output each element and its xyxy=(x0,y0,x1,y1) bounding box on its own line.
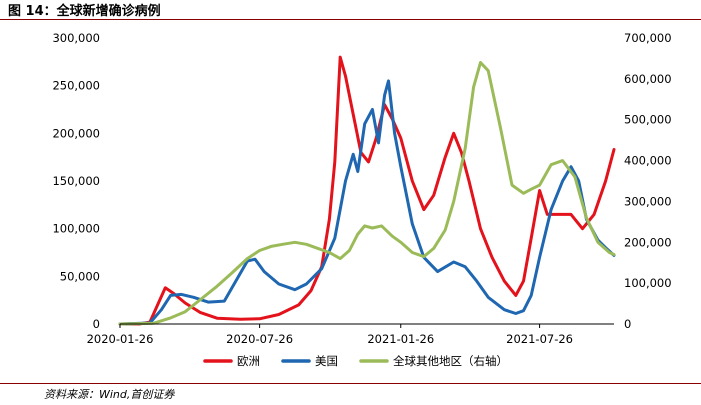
legend-usa: 美国 xyxy=(281,354,338,368)
tick-labels: 0 50,000 100,000 150,000 200,000 250,000 300,0… xyxy=(52,31,671,346)
footer-divider xyxy=(0,383,701,384)
y-left-tick-label: 200,000 xyxy=(52,126,100,140)
line-chart: 0 50,000 100,000 150,000 200,000 250,000 300,0… xyxy=(52,31,671,368)
y-left-tick-label: 300,000 xyxy=(52,31,100,45)
y-left-tick-label: 0 xyxy=(93,317,100,331)
usa-line xyxy=(118,79,616,326)
y-left-tick-label: 150,000 xyxy=(52,174,100,188)
y-right-tick-label: 500,000 xyxy=(624,113,672,127)
source-note: 资料来源：Wind,首创证券 xyxy=(44,388,175,401)
y-left-tick-label: 250,000 xyxy=(52,79,100,93)
y-right-tick-label: 100,000 xyxy=(624,276,672,290)
y-right-tick-label: 400,000 xyxy=(624,154,672,168)
plot-lines xyxy=(118,55,616,326)
x-tick-label: 2020-07-26 xyxy=(226,332,293,346)
x-tick-label: 2021-07-26 xyxy=(506,332,573,346)
legend-europe: 欧洲 xyxy=(203,354,260,368)
legend-label: 欧洲 xyxy=(237,354,260,368)
figure-title: 图 14：全球新增确诊病例 xyxy=(8,4,161,19)
y-right-tick-label: 600,000 xyxy=(624,72,672,86)
x-tick-label: 2020-01-26 xyxy=(87,332,154,346)
y-right-tick-label: 200,000 xyxy=(624,235,672,249)
title-divider xyxy=(0,19,701,20)
x-tick-label: 2021-01-26 xyxy=(367,332,434,346)
legend-label: 美国 xyxy=(315,354,338,368)
others-line xyxy=(118,61,616,326)
axes xyxy=(119,323,614,328)
europe-line xyxy=(118,55,616,326)
y-right-tick-label: 0 xyxy=(624,317,631,331)
legend-label: 全球其他地区（右轴） xyxy=(393,354,508,368)
y-left-tick-label: 50,000 xyxy=(60,269,100,283)
y-right-tick-label: 300,000 xyxy=(624,194,672,208)
legend: 欧洲 美国 全球其他地区（右轴） xyxy=(203,354,508,368)
legend-others: 全球其他地区（右轴） xyxy=(359,354,508,368)
y-left-tick-label: 100,000 xyxy=(52,222,100,236)
y-right-tick-label: 700,000 xyxy=(624,31,672,45)
